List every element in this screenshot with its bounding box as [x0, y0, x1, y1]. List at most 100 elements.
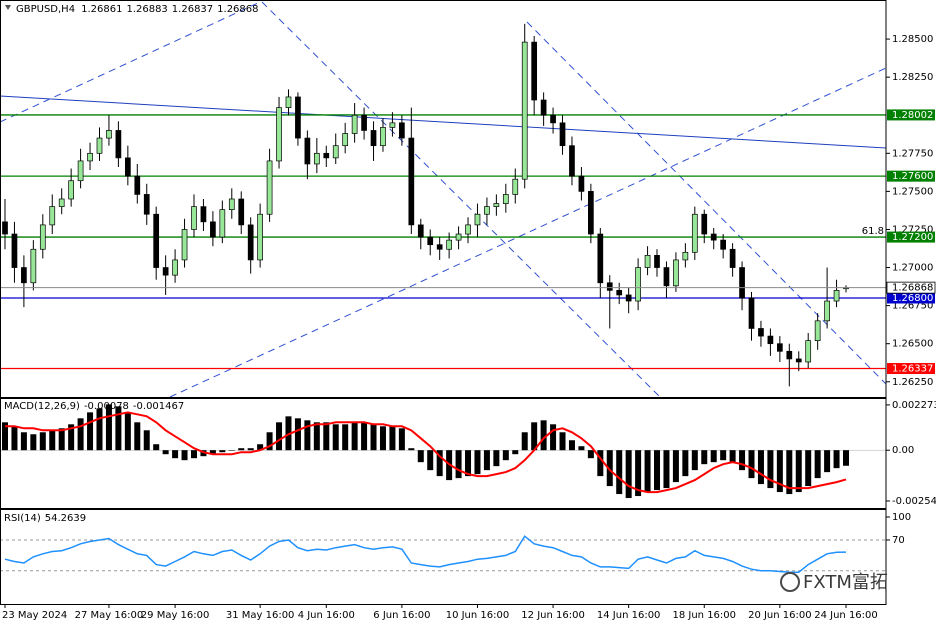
- current-price-label: 1.26868: [892, 283, 933, 294]
- candle-body: [521, 41, 528, 180]
- candle-body: [748, 297, 755, 329]
- macd-bar: [672, 450, 679, 483]
- macd-bar: [219, 450, 226, 453]
- y-tick-label: 1.26750: [892, 301, 933, 312]
- y-tick-label: 1.27500: [892, 186, 933, 197]
- x-tick-label: 6 Jun 16:00: [373, 610, 430, 621]
- candle-body: [550, 114, 556, 124]
- candle-body: [569, 145, 575, 177]
- macd-bar: [304, 420, 311, 451]
- candle-body: [49, 206, 56, 226]
- macd-bar: [493, 450, 500, 467]
- macd-value: -0.00078: [84, 401, 129, 412]
- macd-bar: [587, 450, 594, 459]
- candle-body: [701, 213, 708, 235]
- macd-bar: [266, 432, 273, 451]
- macd-bar: [276, 422, 283, 451]
- candle-body: [805, 340, 812, 363]
- macd-bar: [105, 404, 112, 451]
- candle-body: [134, 175, 141, 195]
- macd-bar: [313, 422, 320, 451]
- macd-bar: [389, 426, 396, 451]
- candle-body: [2, 221, 8, 235]
- candle-body: [578, 175, 585, 192]
- candle-body: [663, 267, 670, 287]
- level-label: 1.28002: [892, 110, 933, 121]
- macd-bar: [531, 422, 538, 451]
- trend-lines: [0, 1, 887, 398]
- candle-body: [323, 152, 330, 159]
- candle-body: [427, 236, 434, 246]
- candle-body: [455, 233, 462, 241]
- candle-body: [824, 300, 830, 322]
- macd-bar: [351, 422, 358, 451]
- macd-bar: [30, 434, 37, 451]
- symbol: GBPUSD,H4: [16, 4, 75, 15]
- rsi-line: [4, 535, 847, 573]
- price-title: GBPUSD,H4 1.26861 1.26883 1.26837 1.26868: [16, 4, 259, 15]
- x-tick-label: 24 Jun 16:00: [814, 610, 878, 621]
- watermark: FXTM富拓: [780, 572, 888, 593]
- macd-bar: [654, 450, 661, 491]
- level-label-box: [887, 292, 935, 304]
- macd-bar: [720, 450, 727, 461]
- x-tick-label: 4 Jun 16:00: [298, 610, 355, 621]
- x-tick-label: 23 May 2024: [2, 610, 67, 621]
- macd-bar: [323, 422, 330, 451]
- candle-body: [96, 137, 103, 154]
- candle-body: [200, 206, 207, 223]
- rsi-frame: [0, 509, 887, 605]
- candle-body: [512, 178, 519, 195]
- channel-line: [526, 21, 887, 385]
- level-label-box: [887, 363, 935, 375]
- macd-bar: [691, 450, 698, 471]
- signal-line: [5, 411, 847, 494]
- macd-bar: [124, 412, 131, 451]
- candle-body: [143, 194, 150, 215]
- macd-bar: [635, 450, 642, 497]
- x-tick-label: 14 Jun 16:00: [597, 610, 661, 621]
- y-tick-label: 0.002273: [892, 400, 936, 411]
- macd-bar: [49, 430, 56, 451]
- macd-bar: [398, 428, 405, 451]
- level-label: 1.26800: [892, 293, 933, 304]
- y-tick-label: 1.27750: [892, 148, 933, 159]
- macd-bar: [427, 450, 434, 471]
- candle-body: [758, 328, 764, 337]
- macd-title: MACD(12,26,9) -0.00078 -0.001467: [4, 401, 184, 412]
- candle-body: [777, 343, 783, 352]
- candle-body: [606, 282, 613, 291]
- macd-bar: [757, 450, 764, 485]
- candle-body: [436, 244, 443, 250]
- macd-bar: [228, 450, 235, 451]
- macd-bar: [625, 450, 632, 499]
- macd-bar: [824, 450, 831, 473]
- candle-body: [597, 233, 604, 284]
- level-label-box: [887, 109, 935, 121]
- candle-body: [588, 191, 594, 235]
- candle-body: [729, 248, 736, 268]
- candle-body: [21, 267, 27, 284]
- candle-body: [814, 320, 821, 341]
- candle-body: [77, 160, 84, 182]
- macd-bar: [68, 424, 75, 451]
- macd-bar: [483, 450, 490, 471]
- main-frame: [0, 0, 887, 398]
- macd-bar: [162, 450, 169, 455]
- macd-bar: [87, 412, 94, 451]
- channel-line: [261, 1, 661, 398]
- candle-body: [247, 224, 254, 261]
- candle-body: [389, 122, 396, 128]
- candle-body: [540, 99, 547, 116]
- y-tick-label: 1.26250: [892, 377, 933, 388]
- candle-body: [380, 127, 386, 147]
- candle-body: [153, 213, 160, 268]
- macd-bar: [294, 418, 301, 451]
- symbol-icon: [5, 5, 11, 10]
- candle-body: [30, 248, 37, 284]
- candle-body: [276, 107, 282, 162]
- level-label-box: [887, 231, 935, 243]
